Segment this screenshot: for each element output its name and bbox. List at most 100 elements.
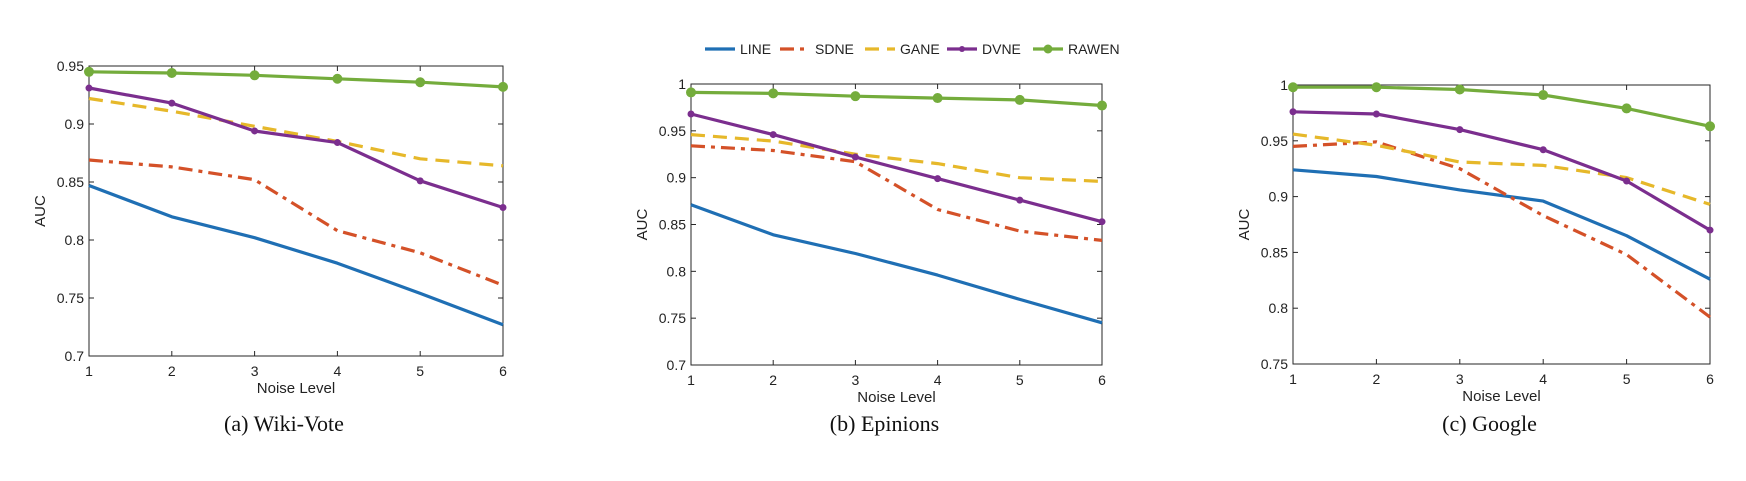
data-point-rawen [1454, 84, 1465, 95]
series-line-rawen [690, 90, 1103, 108]
data-point-dvne [1623, 177, 1631, 185]
data-point-rawen [415, 77, 426, 88]
chart-1: 1 2 3 4 5 6 0.7 0.75 0.8 0.85 0.9 0.95 Noise Level AU… [32, 58, 508, 436]
data-point-rawen [1705, 121, 1715, 132]
legend-label: DVNE [982, 41, 1021, 57]
y-tick-label: 0.85 [1261, 244, 1288, 260]
series-line-line [1292, 168, 1711, 281]
y-tick-label: 0.75 [57, 290, 84, 306]
series-line-dvne [1292, 110, 1711, 232]
legend-item-sdne: SDNE [780, 41, 854, 57]
x-tick-label: 3 [1456, 371, 1464, 387]
x-tick-label: 2 [769, 372, 777, 388]
legend-item-dvne: DVNE [947, 41, 1021, 57]
chart-2: 1 2 3 4 5 6 0.7 0.75 0.8 0.85 0.9 0.95 1 Noise Level A… [634, 76, 1107, 436]
legend-item-rawen: RAWEN [1033, 41, 1120, 57]
chart-caption: (b) Epinions [830, 411, 939, 436]
x-tick-label: 5 [416, 363, 424, 379]
data-point-dvne [1016, 196, 1024, 204]
x-axis-label: Noise Level [257, 380, 335, 397]
series-line-sdne [690, 144, 1103, 242]
data-point-rawen [332, 73, 343, 84]
y-tick-label: 0.7 [667, 357, 687, 373]
plot-area [88, 65, 504, 357]
plot-area [690, 83, 1103, 366]
data-point-dvne [333, 139, 341, 147]
series-line-gane [690, 133, 1103, 183]
y-tick-label: 0.85 [659, 217, 686, 233]
x-tick-label: 6 [1706, 371, 1714, 387]
data-point-rawen [686, 87, 696, 98]
x-axis-label: Noise Level [1462, 388, 1540, 405]
series-line-line [88, 184, 504, 327]
series-line-dvne [690, 112, 1103, 224]
legend-item-gane: GANE [865, 41, 940, 57]
y-tick-label: 0.8 [65, 232, 85, 248]
legend-label: LINE [740, 41, 771, 57]
x-tick-label: 5 [1623, 371, 1631, 387]
y-tick-label: 0.8 [1269, 300, 1289, 316]
legend-marker [1043, 44, 1053, 54]
y-tick-label: 1 [1280, 77, 1288, 93]
x-tick-label: 3 [852, 372, 860, 388]
y-tick-label: 0.95 [57, 58, 84, 74]
y-tick-label: 0.8 [667, 263, 687, 279]
data-point-rawen [850, 91, 861, 102]
series-line-line [690, 203, 1103, 325]
x-tick-label: 2 [1373, 371, 1381, 387]
chart-3: 1 2 3 4 5 6 0.75 0.8 0.85 0.9 0.95 1 Noise Level AUC (… [1236, 77, 1715, 436]
data-point-dvne [85, 84, 93, 92]
chart-caption: (a) Wiki-Vote [224, 411, 344, 436]
legend-label: GANE [900, 41, 940, 57]
data-point-dvne [769, 131, 777, 139]
legend-label: SDNE [815, 41, 854, 57]
series-line-dvne [88, 86, 504, 210]
data-point-rawen [1621, 103, 1632, 114]
series-line-rawen [1293, 85, 1711, 128]
x-tick-label: 3 [251, 363, 259, 379]
data-point-dvne [1098, 218, 1106, 226]
data-point-rawen [932, 93, 943, 104]
data-point-dvne [1706, 226, 1714, 234]
y-tick-label: 0.75 [1261, 356, 1288, 372]
legend-marker [959, 46, 965, 52]
y-tick-label: 0.95 [659, 123, 686, 139]
y-tick-label: 0.75 [659, 310, 686, 326]
x-axis-label: Noise Level [857, 389, 935, 406]
plot-area [1292, 84, 1711, 365]
data-point-dvne [687, 110, 695, 118]
legend-label: RAWEN [1068, 41, 1120, 57]
y-tick-label: 0.9 [65, 116, 85, 132]
x-tick-label: 2 [168, 363, 176, 379]
data-point-rawen [166, 67, 177, 78]
data-point-dvne [168, 99, 176, 107]
data-point-dvne [1289, 108, 1297, 116]
data-point-dvne [851, 153, 859, 161]
data-point-dvne [1456, 126, 1464, 134]
y-axis-label: AUC [32, 195, 49, 227]
data-point-dvne [1372, 110, 1380, 118]
x-tick-label: 4 [334, 363, 342, 379]
data-point-rawen [249, 70, 260, 81]
x-tick-label: 5 [1016, 372, 1024, 388]
data-point-rawen [498, 81, 508, 92]
data-point-rawen [1538, 90, 1549, 101]
data-point-dvne [1539, 146, 1547, 154]
y-axis-label: AUC [1236, 208, 1253, 240]
y-tick-label: 0.95 [1261, 133, 1288, 149]
y-tick-label: 0.7 [65, 348, 85, 364]
y-tick-label: 1 [678, 76, 686, 92]
x-tick-label: 1 [1289, 371, 1297, 387]
chart-caption: (c) Google [1442, 411, 1537, 436]
x-tick-label: 4 [1539, 371, 1547, 387]
data-point-rawen [1288, 82, 1298, 93]
x-tick-label: 1 [687, 372, 695, 388]
data-point-dvne [251, 127, 259, 135]
x-tick-label: 4 [934, 372, 942, 388]
data-point-dvne [416, 177, 424, 185]
legend-item-line: LINE [705, 41, 771, 57]
x-tick-label: 1 [85, 363, 93, 379]
series-line-gane [1292, 132, 1711, 206]
